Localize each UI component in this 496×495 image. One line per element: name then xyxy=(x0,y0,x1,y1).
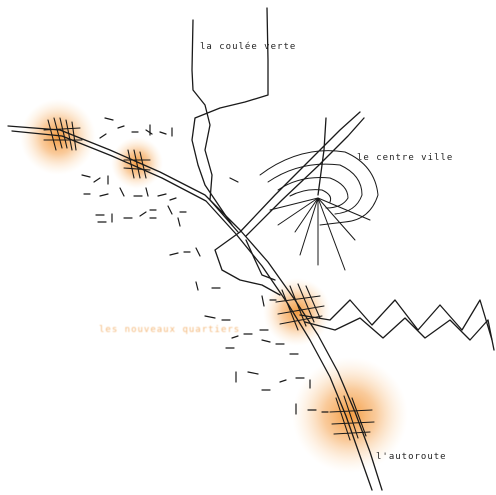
label-faint-orange: les nouveaux quartiers xyxy=(99,325,241,335)
scattered-marks xyxy=(81,117,329,415)
city-center-branch xyxy=(239,111,365,237)
east-zigzag-lines xyxy=(299,299,495,351)
hatched-nodes xyxy=(43,117,375,441)
highway-line xyxy=(7,125,383,491)
label-coulee-verte: la coulée verte xyxy=(200,42,297,52)
mid-connector-lines xyxy=(214,231,281,296)
label-autoroute: l'autoroute xyxy=(376,452,447,462)
glow-node-west xyxy=(20,99,96,175)
label-centre-ville: le centre ville xyxy=(357,153,454,163)
city-center-radial xyxy=(259,150,379,271)
glow-node-center xyxy=(263,278,331,346)
glow-nodes xyxy=(20,99,408,473)
green-corridor-lines xyxy=(191,7,269,233)
